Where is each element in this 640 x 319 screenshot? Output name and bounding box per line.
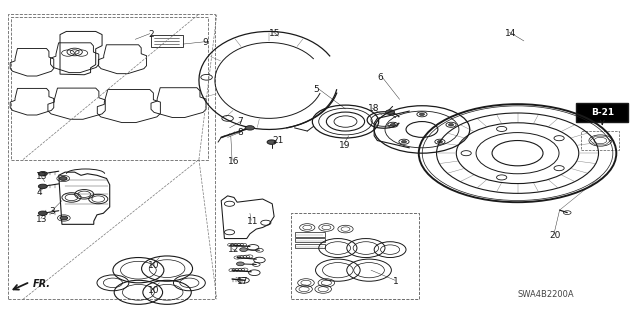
Circle shape — [449, 123, 454, 126]
Text: 21: 21 — [272, 136, 284, 145]
Text: 8: 8 — [237, 128, 243, 137]
Bar — [291, 213, 419, 299]
Circle shape — [437, 140, 442, 143]
Text: 3: 3 — [49, 207, 55, 216]
Text: 20: 20 — [549, 231, 561, 240]
Text: 16: 16 — [228, 157, 239, 166]
Text: 5: 5 — [314, 85, 319, 94]
Bar — [576, 103, 628, 122]
Text: 11: 11 — [246, 217, 258, 226]
Text: 9: 9 — [202, 38, 208, 47]
Text: 7: 7 — [237, 117, 243, 126]
Circle shape — [401, 140, 406, 143]
Circle shape — [267, 140, 276, 144]
Circle shape — [240, 248, 247, 251]
Circle shape — [60, 177, 67, 180]
Text: 13: 13 — [36, 172, 48, 182]
Text: 18: 18 — [368, 104, 380, 113]
Text: FR.: FR. — [33, 279, 51, 289]
Bar — [294, 232, 325, 237]
Bar — [294, 244, 325, 248]
Text: 17: 17 — [237, 277, 249, 286]
Text: 14: 14 — [505, 28, 516, 38]
Circle shape — [386, 110, 394, 114]
Text: B-21: B-21 — [591, 108, 614, 117]
Circle shape — [38, 184, 47, 189]
Text: 19: 19 — [339, 141, 351, 150]
Circle shape — [246, 126, 254, 130]
Circle shape — [419, 113, 424, 115]
Bar — [8, 14, 215, 299]
Bar — [151, 34, 183, 47]
Text: 12: 12 — [228, 245, 239, 254]
Text: 13: 13 — [36, 215, 48, 224]
Bar — [11, 17, 209, 160]
Circle shape — [237, 262, 244, 266]
Circle shape — [390, 123, 396, 126]
Text: 4: 4 — [36, 188, 42, 197]
Circle shape — [60, 216, 68, 220]
Text: 6: 6 — [378, 73, 383, 82]
Text: 1: 1 — [394, 277, 399, 286]
Text: 15: 15 — [269, 28, 280, 38]
Text: 2: 2 — [148, 30, 154, 39]
Text: SWA4B2200A: SWA4B2200A — [518, 290, 574, 299]
Bar — [294, 238, 325, 242]
Circle shape — [38, 172, 47, 176]
Text: 10: 10 — [148, 261, 159, 270]
Text: 10: 10 — [148, 286, 159, 295]
Circle shape — [38, 211, 47, 215]
Bar — [581, 131, 620, 150]
